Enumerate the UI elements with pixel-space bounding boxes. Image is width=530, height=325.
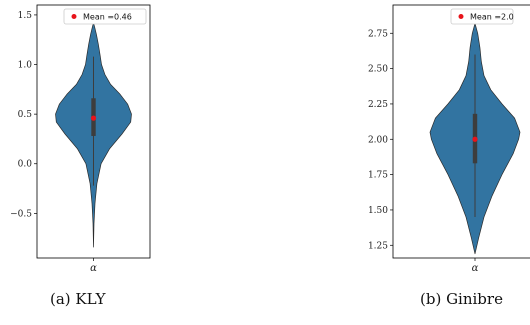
legend-box [63,8,147,25]
y-tick-label: 1.0 [18,61,33,71]
legend-label: Mean =2.0 [470,13,514,22]
y-tick-label: 2.00 [368,135,388,145]
legend-label: Mean =0.46 [83,13,132,22]
caption-ginibre: (b) Ginibre [420,290,503,308]
y-tick-label: 2.25 [368,100,388,110]
mean-marker [472,136,478,142]
violin-panel-kly: −0.5 0.0 0.5 1.0 1.5 α Mean =0.46 [10,4,151,274]
mean-marker [90,115,97,121]
violin-panel-ginibre: 1.25 1.50 1.75 2.00 2.25 2.50 2.75 α Mean =2.0 [368,4,530,274]
legend-marker [71,14,77,19]
caption-kly: (a) KLY [50,290,106,308]
y-tick-label: 1.25 [368,241,388,251]
legend-box [450,8,514,25]
y-tick-label: 1.75 [368,171,388,181]
x-tick-label: α [472,263,479,274]
y-tick-label: 1.5 [18,11,33,21]
y-tick-label: 0.0 [18,160,33,170]
y-tick-label: 2.75 [368,29,388,39]
y-tick-label: 1.50 [368,206,388,216]
x-tick-label: α [90,263,97,274]
y-tick-label: −0.5 [10,209,32,219]
y-tick-label: 0.5 [18,110,33,120]
legend-marker [458,14,464,19]
axes-frame [392,4,530,259]
y-tick-label: 2.50 [368,65,388,75]
